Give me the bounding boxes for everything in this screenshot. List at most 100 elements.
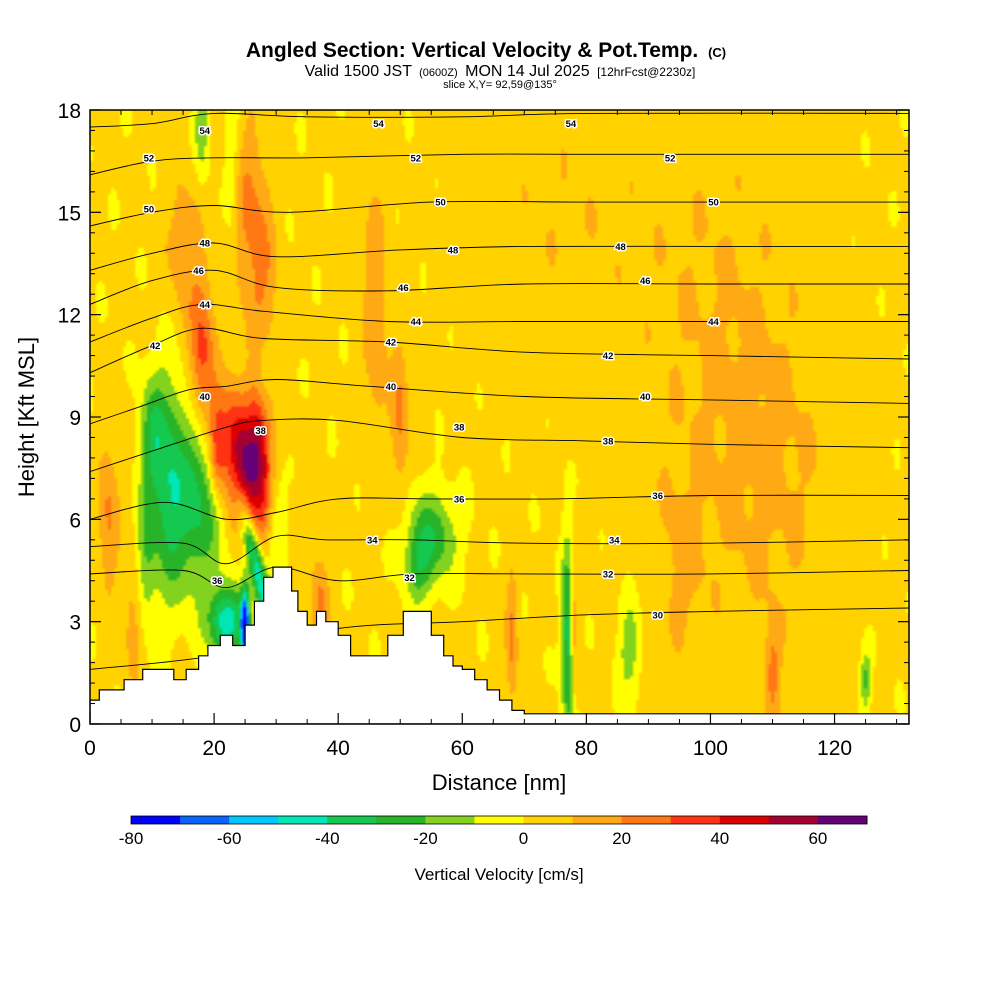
x-tick-label: 20 bbox=[202, 737, 225, 760]
isentrope-38 bbox=[90, 418, 909, 473]
valid-zulu: (0600Z) bbox=[419, 67, 458, 79]
colorbar-swatch bbox=[278, 816, 328, 824]
colorbar-swatch bbox=[523, 816, 574, 824]
isentrope-label: 42 bbox=[603, 351, 614, 362]
isentrope-label: 50 bbox=[435, 198, 446, 209]
colorbar-swatch bbox=[131, 816, 181, 824]
chart-title: Angled Section: Vertical Velocity & Pot.… bbox=[246, 39, 726, 62]
valid-date: MON 14 Jul 2025 bbox=[465, 63, 590, 80]
isentrope-label: 40 bbox=[386, 382, 397, 393]
isentrope-label: 44 bbox=[410, 317, 421, 328]
chart-subtitle: Valid 1500 JST (0600Z) MON 14 Jul 2025 [… bbox=[305, 63, 696, 80]
y-tick-label: 12 bbox=[58, 305, 81, 328]
colorbar-swatch bbox=[817, 816, 868, 824]
isentrope-label: 46 bbox=[640, 276, 651, 287]
colorbar-swatch bbox=[670, 816, 721, 824]
colorbar-tick-label: -60 bbox=[217, 829, 242, 848]
x-axis-label: Distance [nm] bbox=[432, 770, 567, 795]
isentrope-label: 48 bbox=[615, 242, 626, 253]
colorbar-tick-label: -40 bbox=[315, 829, 340, 848]
isentrope-label: 34 bbox=[367, 535, 378, 546]
colorbar-swatch bbox=[180, 816, 230, 824]
colorbar-swatch bbox=[425, 816, 475, 824]
colorbar-swatch bbox=[376, 816, 426, 824]
colorbar-frame bbox=[130, 815, 868, 825]
isentrope-54 bbox=[90, 112, 909, 128]
isentrope-contours bbox=[90, 112, 909, 670]
slice-info: slice X,Y= 92,59@135° bbox=[443, 79, 557, 91]
y-tick-label: 6 bbox=[69, 509, 81, 532]
isentrope-52 bbox=[90, 153, 909, 176]
isentrope-label: 32 bbox=[404, 573, 415, 584]
colorbar-tick-label: 40 bbox=[710, 829, 729, 848]
valid-prefix: Valid 1500 JST bbox=[305, 63, 413, 80]
isentrope-44 bbox=[90, 303, 909, 343]
isentrope-46 bbox=[90, 269, 909, 305]
isentrope-label: 38 bbox=[255, 426, 266, 437]
isentrope-label: 54 bbox=[199, 126, 210, 137]
colorbar-swatch bbox=[327, 816, 377, 824]
colorbar-tick-label: 20 bbox=[612, 829, 631, 848]
colorbar-tick-label: -20 bbox=[413, 829, 438, 848]
isentrope-label: 40 bbox=[199, 392, 210, 403]
y-tick-label: 9 bbox=[69, 407, 81, 430]
isentrope-label: 48 bbox=[448, 245, 459, 256]
isentrope-label: 52 bbox=[665, 153, 676, 164]
colorbar-swatch bbox=[768, 816, 819, 824]
isentrope-label: 52 bbox=[410, 153, 421, 164]
terrain-profile bbox=[90, 566, 909, 724]
isentrope-40 bbox=[90, 379, 909, 425]
x-tick-label: 0 bbox=[84, 737, 96, 760]
isentrope-label: 30 bbox=[652, 610, 663, 621]
y-tick-label: 18 bbox=[58, 100, 81, 123]
isentrope-label: 42 bbox=[150, 341, 161, 352]
x-tick-label: 120 bbox=[817, 737, 852, 760]
vertical-velocity-field bbox=[90, 110, 909, 724]
y-tick-label: 15 bbox=[58, 202, 81, 225]
chart-title-main: Angled Section: Vertical Velocity & Pot.… bbox=[246, 39, 698, 62]
isentrope-label: 52 bbox=[144, 153, 155, 164]
chart-title-suffix: (C) bbox=[708, 45, 726, 60]
colorbar-label: Vertical Velocity [cm/s] bbox=[414, 865, 583, 884]
isentrope-48 bbox=[90, 242, 909, 271]
isentrope-label: 36 bbox=[212, 576, 223, 587]
isentrope-label: 54 bbox=[373, 119, 384, 130]
x-tick-label: 100 bbox=[693, 737, 728, 760]
x-tick-label: 80 bbox=[575, 737, 598, 760]
colorbar-tick-label: -80 bbox=[119, 829, 144, 848]
plot-area: 54 54 54 52 52 52 50 50 50 48 48 48 46 46 46 44 44 44 42 42… bbox=[90, 110, 909, 724]
isentrope-label: 50 bbox=[708, 198, 719, 209]
colorbar-tick-label: 0 bbox=[519, 829, 528, 848]
isentrope-label: 38 bbox=[603, 436, 614, 447]
isentrope-label: 42 bbox=[386, 337, 397, 348]
x-tick-label: 60 bbox=[451, 737, 474, 760]
isentrope-label: 54 bbox=[566, 119, 577, 130]
isentrope-label: 36 bbox=[454, 494, 465, 505]
isentrope-50 bbox=[90, 200, 909, 227]
isentrope-label: 50 bbox=[144, 204, 155, 215]
isentrope-label: 40 bbox=[640, 392, 651, 403]
isentrope-label: 44 bbox=[199, 300, 210, 311]
isentrope-label: 32 bbox=[603, 569, 614, 580]
valid-fcst: [12hrFcst@2230z] bbox=[597, 65, 695, 79]
isentrope-label: 48 bbox=[199, 239, 210, 250]
y-axis-label: Height [Kft MSL] bbox=[14, 337, 39, 497]
isentrope-34 bbox=[90, 534, 909, 565]
isentrope-32 bbox=[90, 566, 909, 589]
isentrope-label: 36 bbox=[652, 491, 663, 502]
isentrope-label: 46 bbox=[193, 266, 204, 277]
isentrope-label: 44 bbox=[708, 317, 719, 328]
isentrope-42 bbox=[90, 327, 909, 374]
y-tick-label: 3 bbox=[69, 612, 81, 635]
isentrope-labels: 54 54 54 52 52 52 50 50 50 48 48 48 46 46 46 44 44 44 42 42… bbox=[142, 118, 721, 623]
isentrope-36 bbox=[90, 494, 909, 521]
y-tick-label: 0 bbox=[69, 714, 81, 737]
colorbar-tick-label: 60 bbox=[808, 829, 827, 848]
x-axis: 0 20 40 60 80 100 120 bbox=[84, 110, 898, 760]
colorbar-swatch bbox=[474, 816, 525, 824]
isentrope-label: 46 bbox=[398, 283, 409, 294]
colorbar: -80 -60 -40 -20 0 20 40 60 bbox=[119, 815, 868, 848]
x-tick-label: 40 bbox=[327, 737, 350, 760]
